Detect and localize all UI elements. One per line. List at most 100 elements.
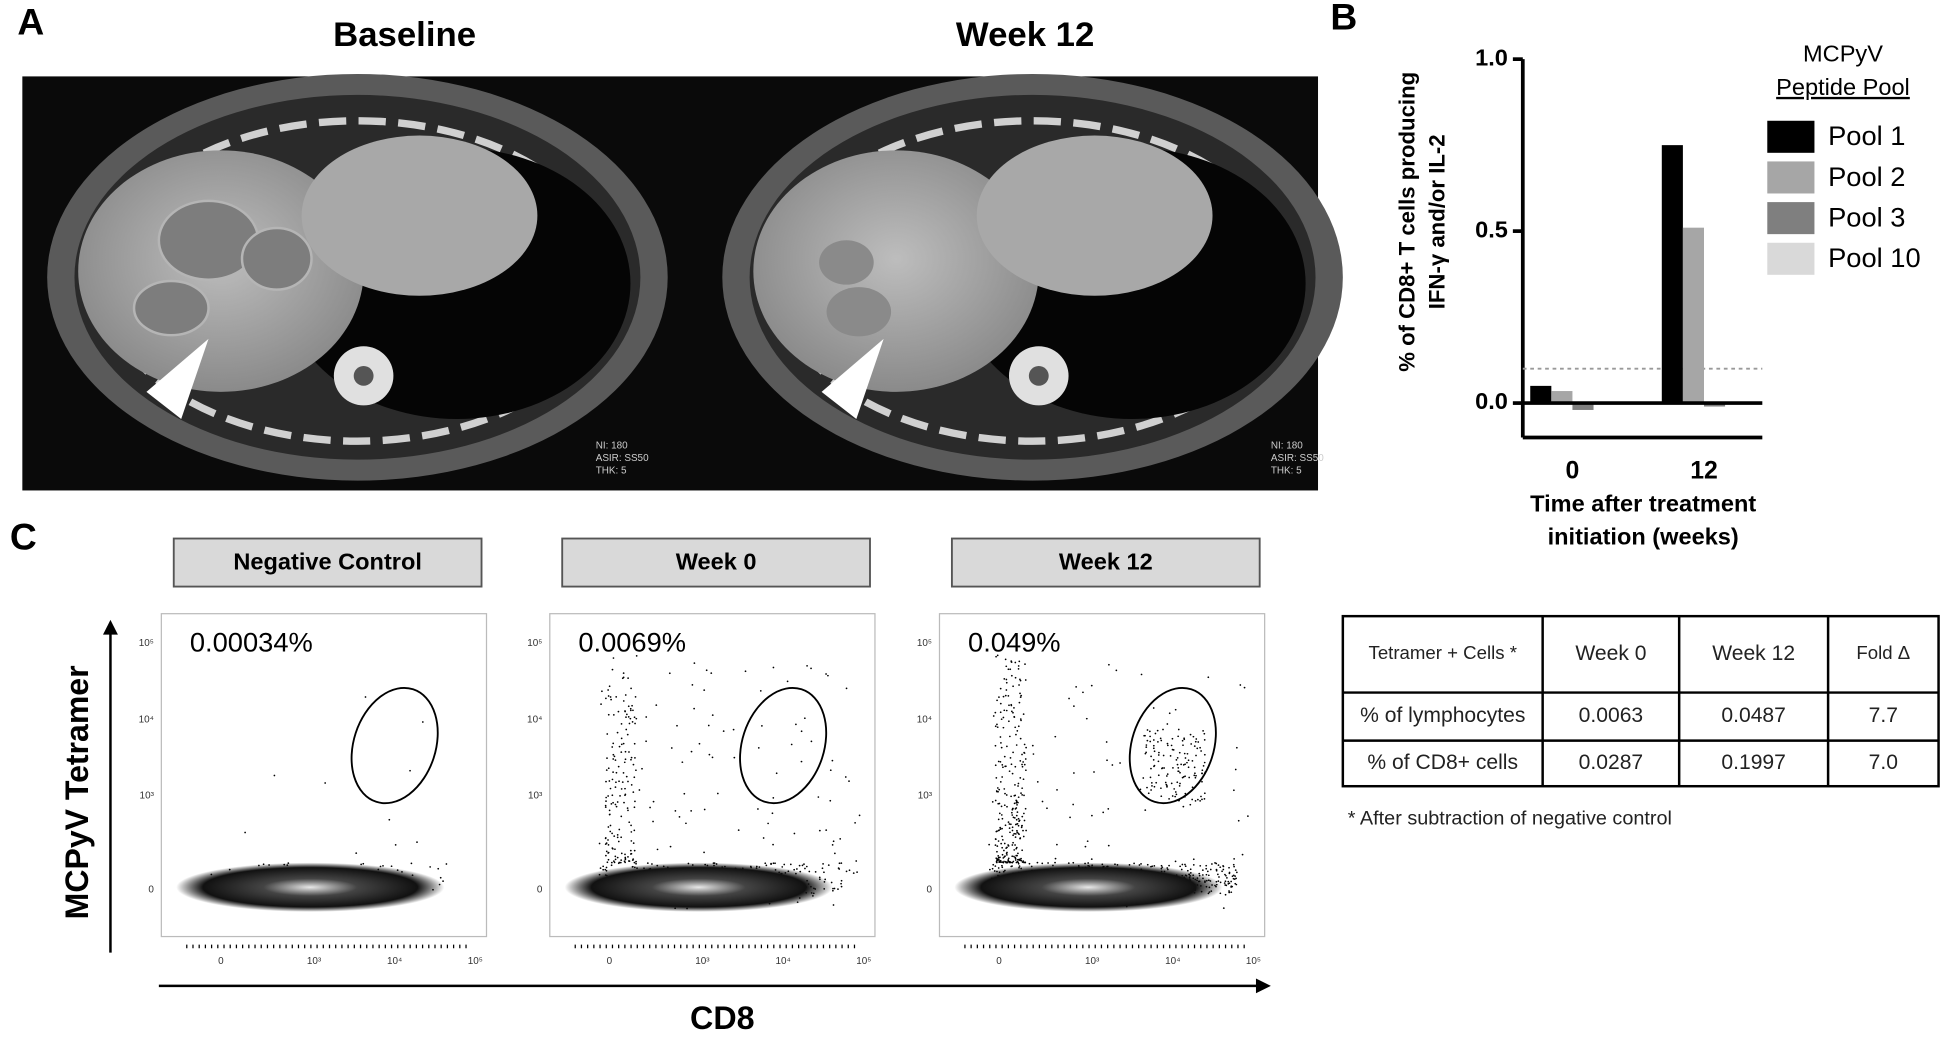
event-dot — [1011, 861, 1014, 864]
y-tick-label: 10⁵ — [527, 638, 542, 649]
event-dot — [607, 713, 610, 716]
event-dot — [1009, 823, 1012, 826]
event-dot — [1009, 831, 1011, 834]
event-dot — [612, 771, 614, 774]
event-dot — [806, 664, 808, 667]
event-dot — [1008, 770, 1011, 773]
event-dot — [1006, 805, 1008, 808]
event-dot — [624, 710, 626, 712]
event-dot — [1015, 799, 1018, 802]
event-dot — [1172, 766, 1174, 769]
event-dot — [995, 776, 998, 779]
event-dot — [1119, 762, 1121, 764]
event-dot — [1228, 890, 1230, 892]
event-dot — [613, 835, 616, 837]
event-dot — [1010, 710, 1013, 713]
event-dot — [1020, 826, 1023, 829]
x-tick-label: 10⁵ — [468, 956, 483, 967]
event-dot — [1181, 863, 1184, 866]
arrowhead — [146, 338, 209, 419]
event-dot — [1002, 695, 1005, 698]
event-dot — [625, 728, 628, 731]
event-dot — [1182, 805, 1185, 808]
event-dot — [1160, 787, 1162, 790]
event-dot — [1235, 746, 1238, 749]
event-dot — [840, 879, 843, 882]
event-dot — [1001, 835, 1003, 838]
panel-header: Negative Control — [233, 548, 422, 574]
event-dot — [1019, 776, 1022, 779]
event-dot — [1017, 862, 1020, 865]
event-dot — [1010, 674, 1013, 677]
event-dot — [1016, 854, 1018, 857]
event-dot — [822, 862, 824, 865]
event-dot — [1152, 744, 1155, 747]
event-dot — [1108, 663, 1110, 666]
event-dot — [716, 792, 719, 795]
y-tick-label: 10³ — [918, 791, 933, 802]
event-dot — [1014, 808, 1017, 810]
event-dot — [832, 889, 834, 892]
table-frame — [1341, 614, 1940, 788]
event-dot — [698, 742, 701, 745]
ct-overlay-text: NI: 180 — [1271, 441, 1303, 452]
event-dot — [1149, 735, 1151, 738]
event-dot — [1233, 865, 1235, 868]
arrow-head — [103, 619, 118, 635]
event-dot — [1010, 795, 1012, 798]
table-cell: 0.0287 — [1579, 751, 1644, 774]
event-dot — [1155, 781, 1158, 784]
legend-title: Peptide Pool — [1776, 74, 1910, 100]
event-dot — [1001, 827, 1003, 830]
event-dot — [632, 842, 635, 845]
event-dot — [1233, 789, 1235, 792]
event-dot — [1152, 747, 1155, 750]
event-dot — [1201, 769, 1204, 772]
event-dot — [1199, 746, 1201, 749]
event-dot — [1184, 792, 1187, 795]
event-dot — [627, 677, 629, 680]
event-dot — [627, 855, 629, 858]
event-dot — [1013, 802, 1016, 805]
event-dot — [618, 745, 621, 748]
percent-label: 0.0069% — [578, 627, 686, 658]
event-dot — [1014, 857, 1017, 860]
event-dot — [629, 853, 632, 855]
event-dot — [832, 904, 835, 906]
event-dot — [693, 662, 696, 664]
event-dot — [1154, 732, 1157, 735]
event-dot — [616, 731, 619, 734]
event-dot — [1169, 755, 1172, 757]
event-dot — [605, 780, 607, 783]
event-dot — [759, 689, 762, 692]
event-dot — [772, 843, 774, 846]
event-dot — [1235, 877, 1237, 880]
event-dot — [1193, 774, 1196, 777]
event-dot — [615, 805, 618, 808]
event-dot — [1003, 842, 1006, 845]
event-dot — [1157, 740, 1159, 743]
event-dot — [1021, 849, 1024, 852]
event-dot — [1021, 815, 1024, 818]
event-dot — [1084, 845, 1087, 848]
y-tick-label: 0 — [148, 884, 154, 895]
legend-swatch — [1767, 242, 1815, 275]
legend-swatch — [1767, 120, 1815, 153]
event-dot — [1187, 759, 1190, 762]
event-dot — [616, 801, 619, 803]
event-dot — [632, 709, 634, 712]
event-dot — [991, 867, 994, 870]
event-dot — [817, 796, 820, 798]
event-dot — [610, 802, 613, 805]
event-dot — [390, 865, 393, 868]
event-dot — [840, 882, 842, 885]
event-dot — [598, 842, 601, 845]
table-cell: 0.0063 — [1579, 704, 1644, 727]
event-dot — [1156, 729, 1159, 732]
event-dot — [1005, 847, 1008, 849]
event-dot — [1203, 739, 1206, 741]
event-dot — [765, 864, 768, 867]
event-dot — [611, 794, 614, 797]
event-dot — [611, 746, 614, 748]
event-dot — [1008, 823, 1011, 825]
